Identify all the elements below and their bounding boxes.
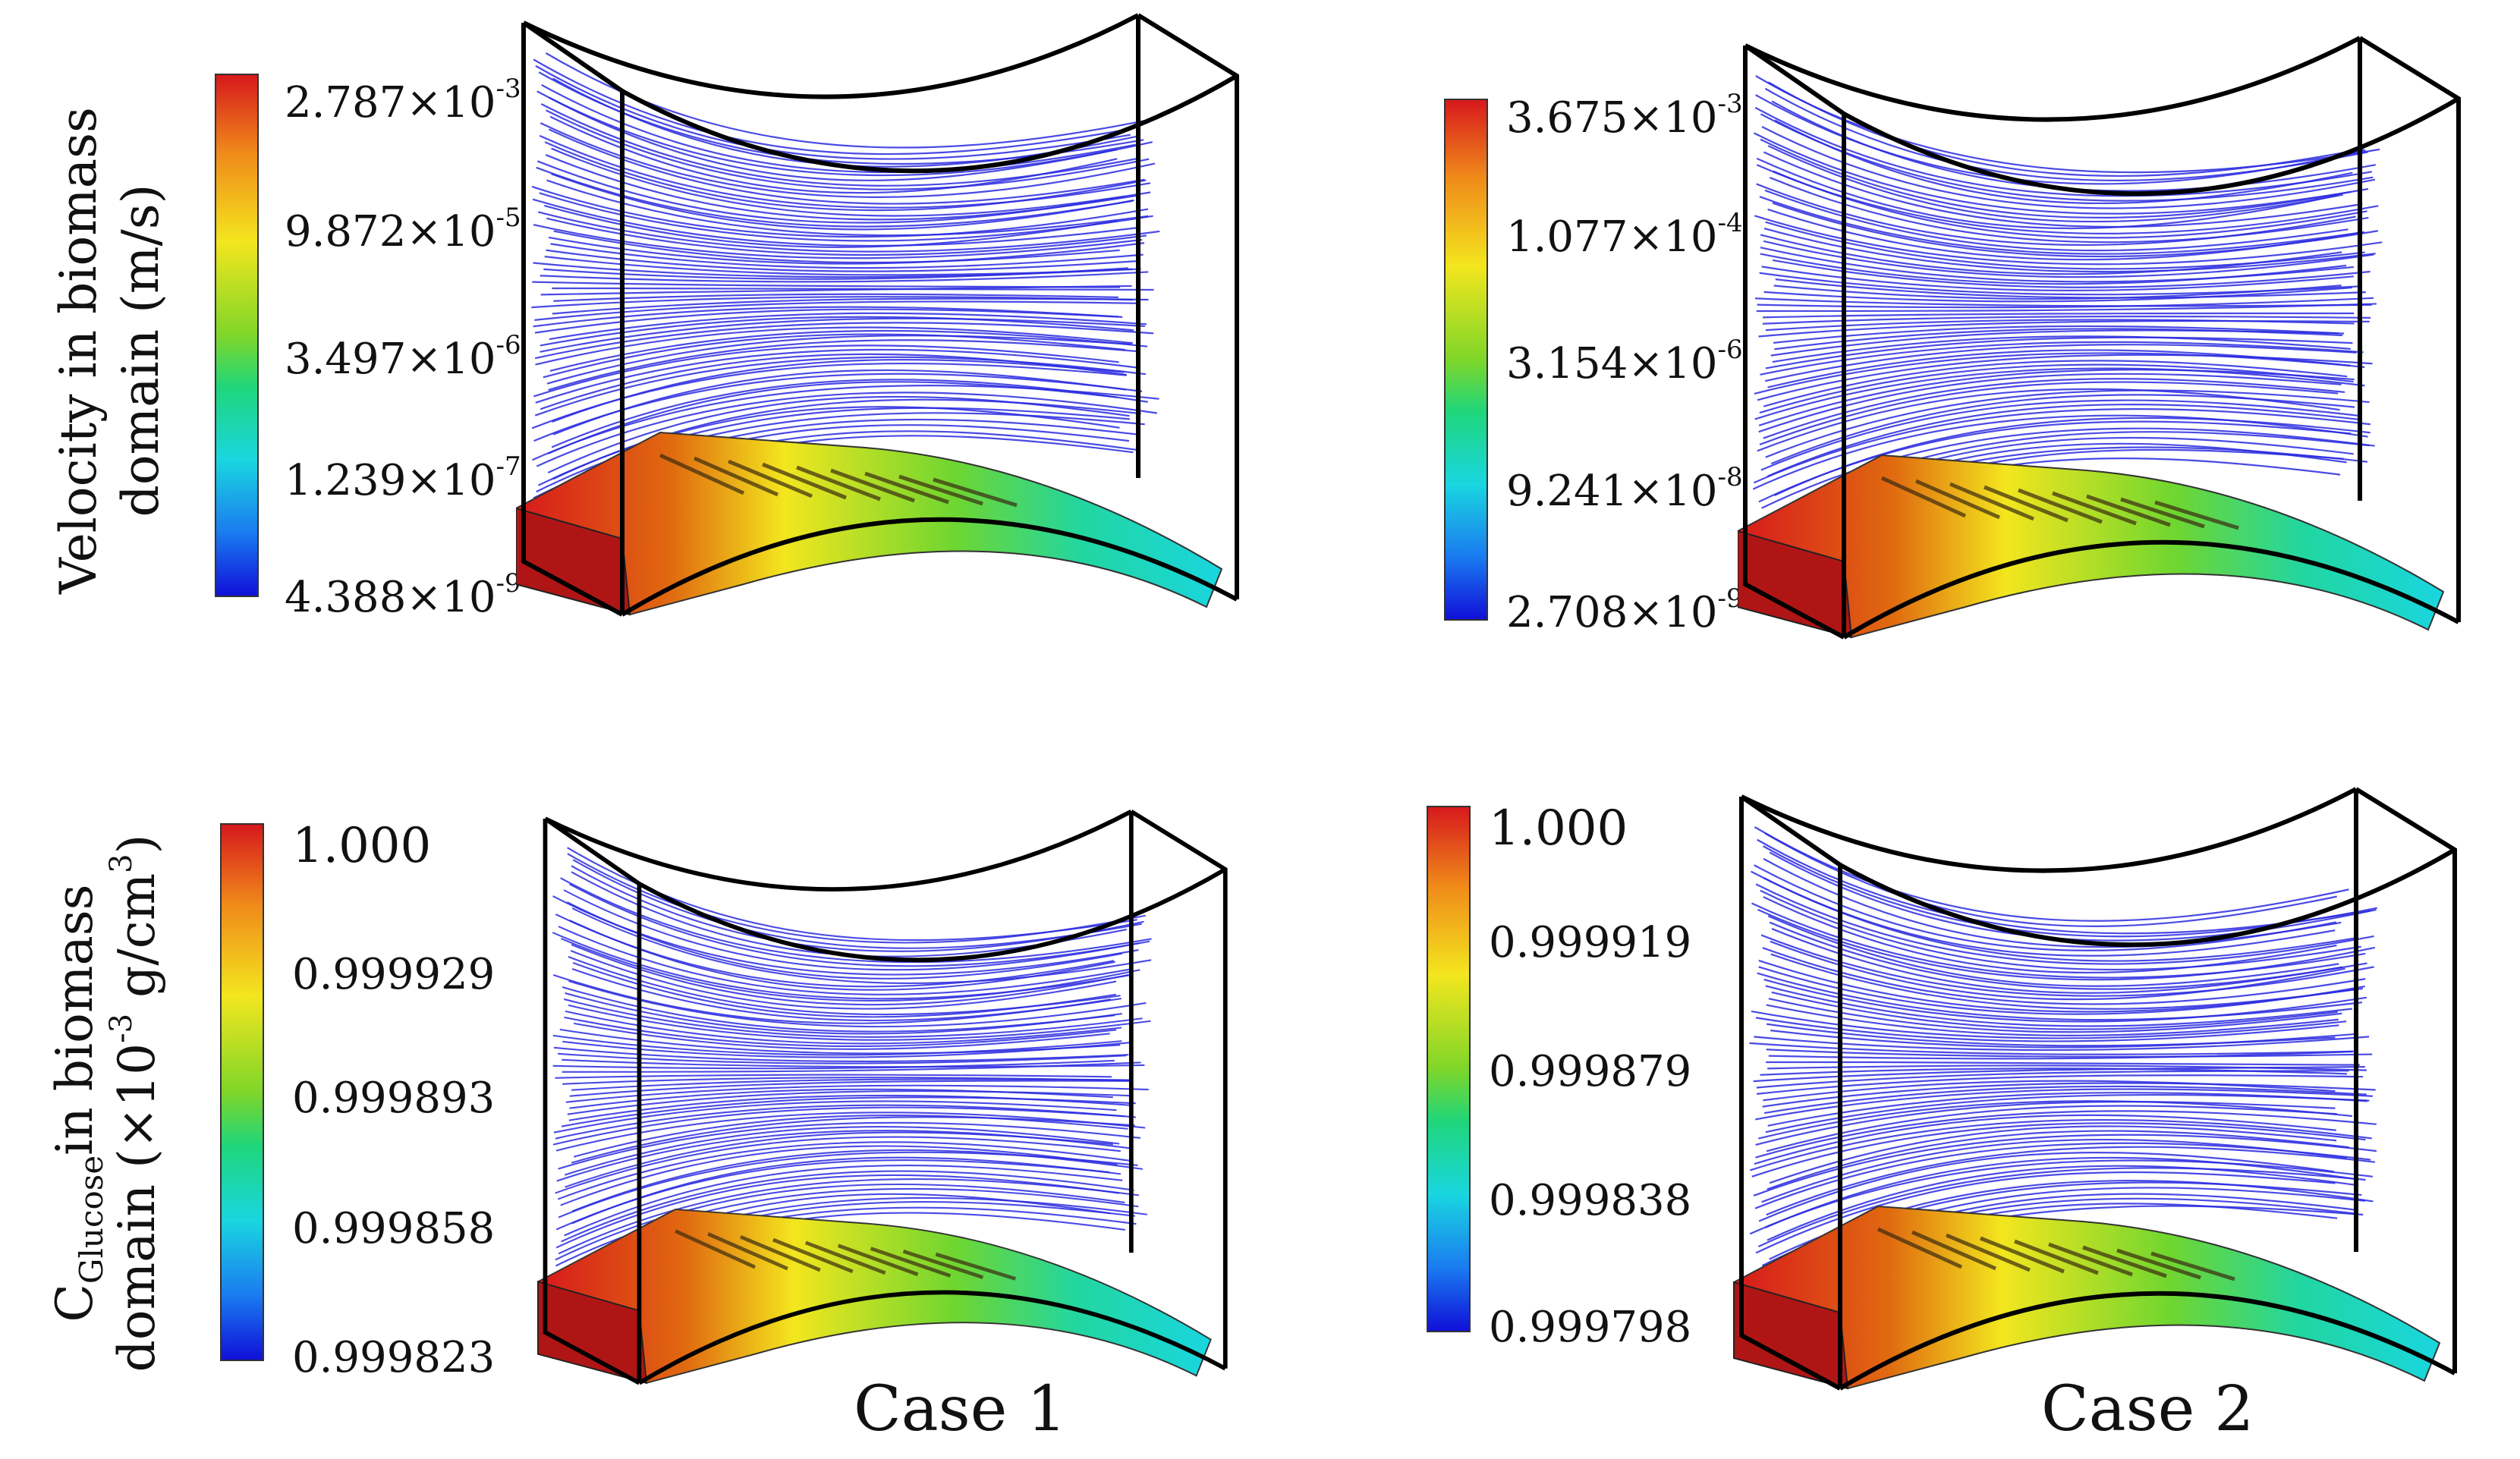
tick-velocity-case1-1: 9.872×10-5 (285, 203, 521, 256)
panel-glucose-case1 (537, 810, 1228, 1385)
tick-glucose-case2-2: 0.999879 (1489, 1047, 1692, 1096)
panel-glucose-case2 (1733, 787, 2457, 1391)
glucose-axis-label: CGlucosein biomass domain (×10-3 g/cm3) (44, 792, 168, 1414)
panel-velocity-case2 (1738, 36, 2461, 640)
tick-velocity-case2-4: 2.708×10-9 (1506, 583, 1743, 637)
colorbar-velocity-case1 (215, 74, 259, 597)
tick-glucose-case1-4: 0.999823 (292, 1333, 496, 1382)
velocity-axis-label-line1: Velocity in biomass (49, 107, 108, 594)
tick-velocity-case1-3: 1.239×10-7 (285, 451, 521, 505)
tick-glucose-case2-4: 0.999798 (1489, 1303, 1692, 1352)
glucose-label-c: C (46, 1284, 104, 1322)
streamlines (552, 847, 1152, 1297)
glucose-label-line2-suffix: ) (108, 834, 166, 854)
colorbar-velocity-case2 (1444, 99, 1488, 621)
tick-glucose-case1-3: 0.999858 (292, 1204, 496, 1253)
velocity-axis-label-line2: domain (m/s) (112, 184, 170, 517)
tick-glucose-case1-1: 0.999929 (292, 950, 496, 999)
colorbar-glucose-case2 (1427, 806, 1471, 1332)
tick-glucose-case2-1: 0.999919 (1489, 918, 1692, 967)
tick-glucose-case1-0: 1.000 (292, 818, 432, 874)
colorbar-glucose-case1 (220, 823, 264, 1361)
case2-label: Case 2 (2041, 1373, 2254, 1445)
glucose-label-line2-mid: g/cm (108, 873, 166, 1014)
tick-velocity-case1-0: 2.787×10-3 (285, 74, 521, 127)
tick-velocity-case2-1: 1.077×10-4 (1506, 208, 1743, 262)
tick-velocity-case1-2: 3.497×10-6 (285, 330, 521, 384)
velocity-axis-label: Velocity in biomass domain (m/s) (48, 77, 172, 624)
glucose-label-line1: in biomass (46, 884, 104, 1156)
tick-velocity-case2-0: 3.675×10-3 (1506, 89, 1743, 143)
case1-label: Case 1 (854, 1373, 1067, 1445)
glucose-label-subscript: Glucose (73, 1155, 110, 1284)
tick-glucose-case2-3: 0.999838 (1489, 1176, 1692, 1225)
tick-velocity-case1-4: 4.388×10-9 (285, 568, 521, 622)
tick-glucose-case1-2: 0.999893 (292, 1074, 496, 1123)
panel-velocity-case1 (516, 13, 1239, 617)
glucose-label-line2-prefix: domain (×10 (108, 1042, 166, 1373)
glucose-label-exp2: 3 (104, 854, 139, 873)
tick-glucose-case2-0: 1.000 (1489, 800, 1628, 857)
glucose-label-exp1: -3 (104, 1013, 139, 1043)
tick-velocity-case2-3: 9.241×10-8 (1506, 462, 1743, 516)
tick-velocity-case2-2: 3.154×10-6 (1506, 335, 1743, 388)
